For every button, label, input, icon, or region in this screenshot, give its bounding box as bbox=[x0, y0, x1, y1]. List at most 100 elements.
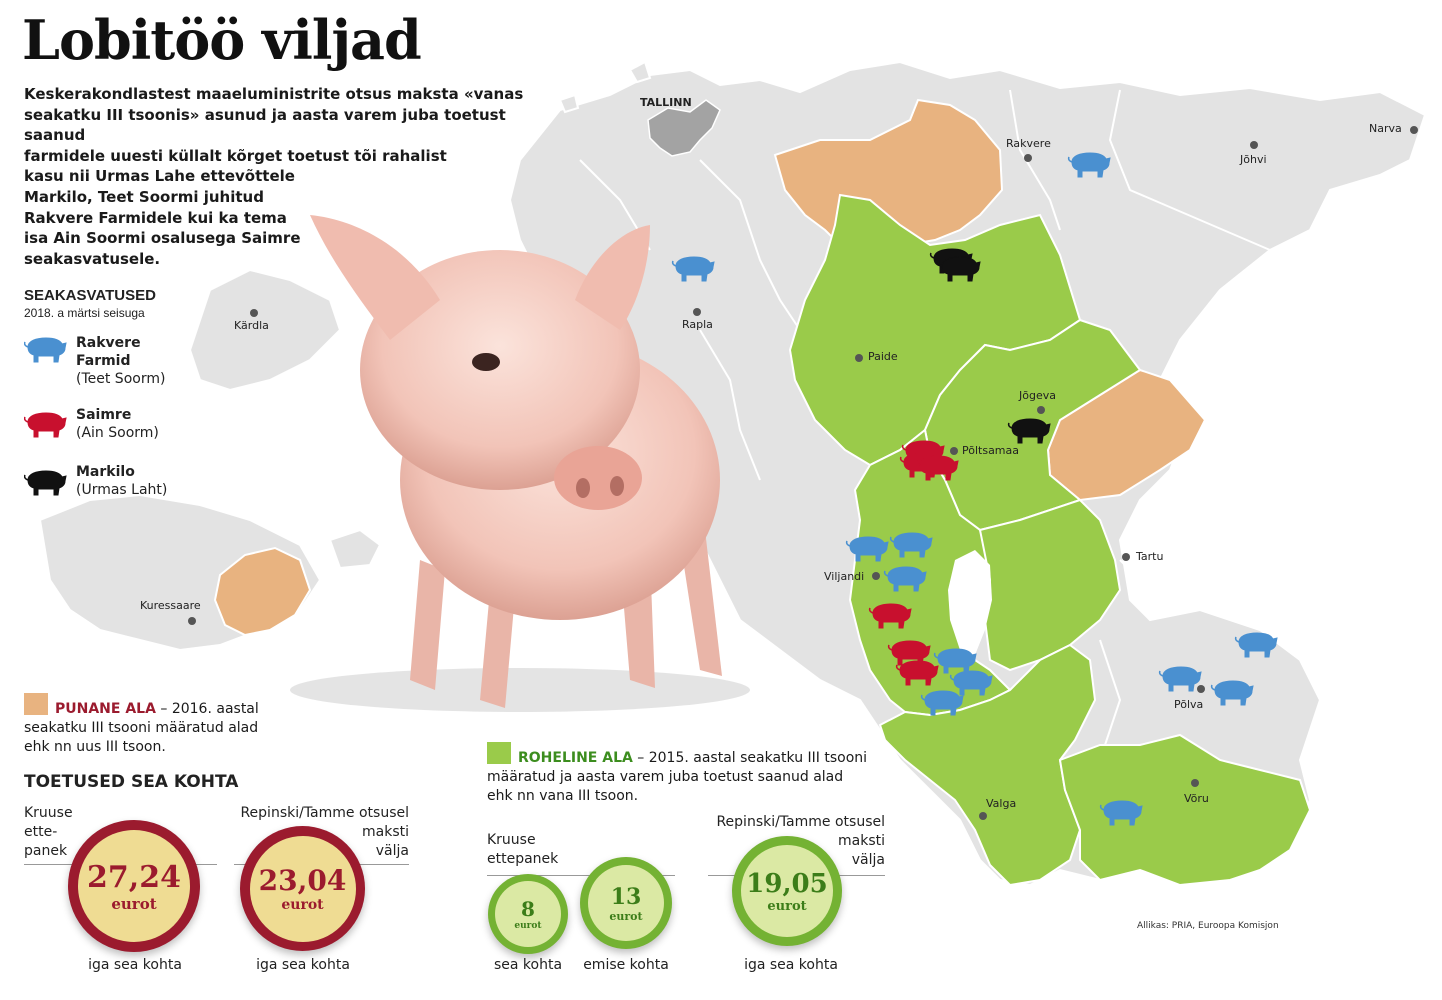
label-line: Kruuse bbox=[487, 832, 536, 848]
green-zone-text: – 2015. aastal seakatku III tsooni bbox=[632, 750, 868, 766]
coin-red-repinski: 23,04 eurot bbox=[240, 826, 365, 951]
coin-value: 13 bbox=[610, 883, 642, 910]
coin-unit: eurot bbox=[514, 921, 542, 931]
city-label-viljandi: Viljandi bbox=[824, 570, 865, 583]
legend-title: SEAKASVATUSED bbox=[24, 287, 156, 304]
city-label-narva: Narva bbox=[1369, 122, 1402, 135]
legend-item-saimre: Saimre (Ain Soorm) bbox=[76, 406, 159, 442]
intro-line: seakasvatusele. bbox=[24, 249, 161, 268]
legend-item-markilo: Markilo (Urmas Laht) bbox=[76, 463, 167, 499]
red-right-label: Repinski/Tamme otsusel maksti välja bbox=[220, 804, 409, 861]
coin-caption: iga sea kohta bbox=[744, 957, 838, 973]
label-line: maksti bbox=[838, 833, 885, 849]
red-zones bbox=[213, 98, 1207, 637]
tallinn-area bbox=[647, 99, 721, 157]
red-zone-saaremaa bbox=[213, 546, 312, 637]
coin-value: 27,24 bbox=[87, 859, 181, 895]
green-zone-swatch bbox=[487, 742, 511, 764]
intro-line: farmidele uuesti küllalt kõrget toetust … bbox=[24, 146, 447, 165]
city-label-polva: Põlva bbox=[1174, 698, 1204, 711]
city-dots bbox=[188, 126, 1418, 820]
city-label-tallinn: TALLINN bbox=[640, 96, 692, 109]
intro-line: kasu nii Urmas Lahe ettevõttele bbox=[24, 167, 295, 186]
label-line: Kruuse bbox=[24, 805, 73, 821]
label-line: maksti bbox=[362, 824, 409, 840]
red-zone-text: ehk nn uus III tsoon. bbox=[24, 739, 166, 755]
divider bbox=[487, 875, 675, 876]
coin-value: 8 bbox=[521, 897, 535, 921]
legend-owner: (Urmas Laht) bbox=[76, 482, 168, 498]
city-label-johvi: Jõhvi bbox=[1240, 153, 1267, 166]
coin-unit: eurot bbox=[111, 894, 157, 913]
coin-red-kruuse: 27,24 eurot bbox=[68, 820, 200, 952]
intro-text: Keskerakondlastest maaeluministrite otsu… bbox=[24, 84, 544, 269]
city-label-voru: Võru bbox=[1184, 792, 1209, 805]
green-left-label: Kruuse ettepanek bbox=[487, 831, 558, 869]
label-line: Repinski/Tamme otsusel bbox=[716, 814, 885, 830]
red-zone-text: seakatku III tsooni määratud alad bbox=[24, 720, 259, 736]
legend-name: Farmid bbox=[76, 353, 131, 369]
coin-caption: iga sea kohta bbox=[256, 957, 350, 973]
legend-name: Rakvere bbox=[76, 335, 141, 351]
page-title: Lobitöö viljad bbox=[22, 8, 422, 72]
red-zone-keyword: PUNANE ALA bbox=[55, 701, 156, 717]
legend-pig-blue-icon bbox=[24, 337, 67, 363]
green-zone-legend: ROHELINE ALA – 2015. aastal seakatku III… bbox=[487, 749, 887, 806]
green-right-label: Repinski/Tamme otsusel maksti välja bbox=[690, 813, 885, 870]
coin-caption: sea kohta bbox=[493, 957, 563, 973]
green-zone-keyword: ROHELINE ALA bbox=[518, 750, 633, 766]
green-zone-text: ehk nn vana III tsoon. bbox=[487, 788, 639, 804]
label-line: ettepanek bbox=[487, 851, 559, 867]
coin-value: 19,05 bbox=[746, 868, 828, 899]
label-line: välja bbox=[375, 843, 409, 859]
label-line: panek bbox=[24, 843, 68, 859]
legend-name: Markilo bbox=[76, 464, 135, 480]
intro-line: Keskerakondlastest maaeluministrite otsu… bbox=[24, 85, 524, 103]
city-label-kuressaare: Kuressaare bbox=[140, 599, 201, 612]
red-zone-north bbox=[773, 98, 1004, 252]
city-label-poltsamaa: Põltsamaa bbox=[962, 444, 1020, 457]
intro-line: seakatku III tsoonis» asunud ja aasta va… bbox=[24, 105, 506, 145]
intro-line: Rakvere Farmidele kui ka tema bbox=[24, 208, 287, 227]
coin-caption: iga sea kohta bbox=[88, 957, 182, 973]
red-zone-legend: PUNANE ALA – 2016. aastal seakatku III t… bbox=[24, 700, 324, 757]
legend-item-rakvere: Rakvere Farmid (Teet Soorm) bbox=[76, 334, 165, 388]
legend-pig-red-icon bbox=[24, 412, 67, 438]
intro-line: Markilo, Teet Soormi juhitud bbox=[24, 187, 264, 206]
legend-name: Saimre bbox=[76, 407, 132, 423]
label-line: ette- bbox=[24, 824, 58, 840]
city-label-valga: Valga bbox=[986, 797, 1017, 810]
lake-vortsjarv bbox=[948, 550, 992, 655]
legend-owner: (Ain Soorm) bbox=[76, 425, 159, 441]
label-line: Repinski/Tamme otsusel bbox=[240, 805, 409, 821]
legend-subtitle: 2018. a märtsi seisuga bbox=[24, 306, 145, 320]
coin-green-kruuse-sow: 13 eurot bbox=[580, 857, 672, 949]
red-left-label: Kruuse ette- panek bbox=[24, 804, 73, 861]
coin-value: 23,04 bbox=[258, 864, 347, 897]
coin-green-repinski: 19,05 eurot bbox=[732, 836, 842, 946]
piglet-photo bbox=[290, 215, 750, 712]
legend-owner: (Teet Soorm) bbox=[76, 371, 166, 387]
hiiumaa bbox=[188, 268, 342, 392]
coin-green-kruuse-pig: 8 eurot bbox=[488, 874, 568, 954]
intro-line: isa Ain Soormi osalusega Saimre bbox=[24, 229, 301, 248]
red-zone-text: – 2016. aastal bbox=[155, 701, 259, 717]
coin-unit: eurot bbox=[281, 897, 324, 913]
label-line: välja bbox=[851, 852, 885, 868]
green-zone-text: määratud ja aasta varem juba toetust saa… bbox=[487, 769, 844, 785]
coin-unit: eurot bbox=[609, 909, 643, 923]
green-zone-tartu-west bbox=[978, 498, 1122, 672]
city-label-kardla: Kärdla bbox=[234, 319, 269, 332]
source-note: Allikas: PRIA, Euroopa Komisjon bbox=[1137, 921, 1279, 931]
city-label-tartu: Tartu bbox=[1136, 550, 1164, 563]
city-label-rakvere: Rakvere bbox=[1006, 137, 1051, 150]
county-borders bbox=[579, 89, 1271, 761]
coin-caption: emise kohta bbox=[583, 957, 669, 973]
city-label-rapla: Rapla bbox=[682, 318, 713, 331]
green-zones bbox=[788, 193, 1312, 887]
green-zone-voru bbox=[1058, 733, 1312, 887]
legend-pig-black-icon bbox=[24, 470, 67, 496]
red-zone-swatch bbox=[24, 693, 48, 715]
city-label-jogeva: Jõgeva bbox=[1019, 389, 1056, 402]
